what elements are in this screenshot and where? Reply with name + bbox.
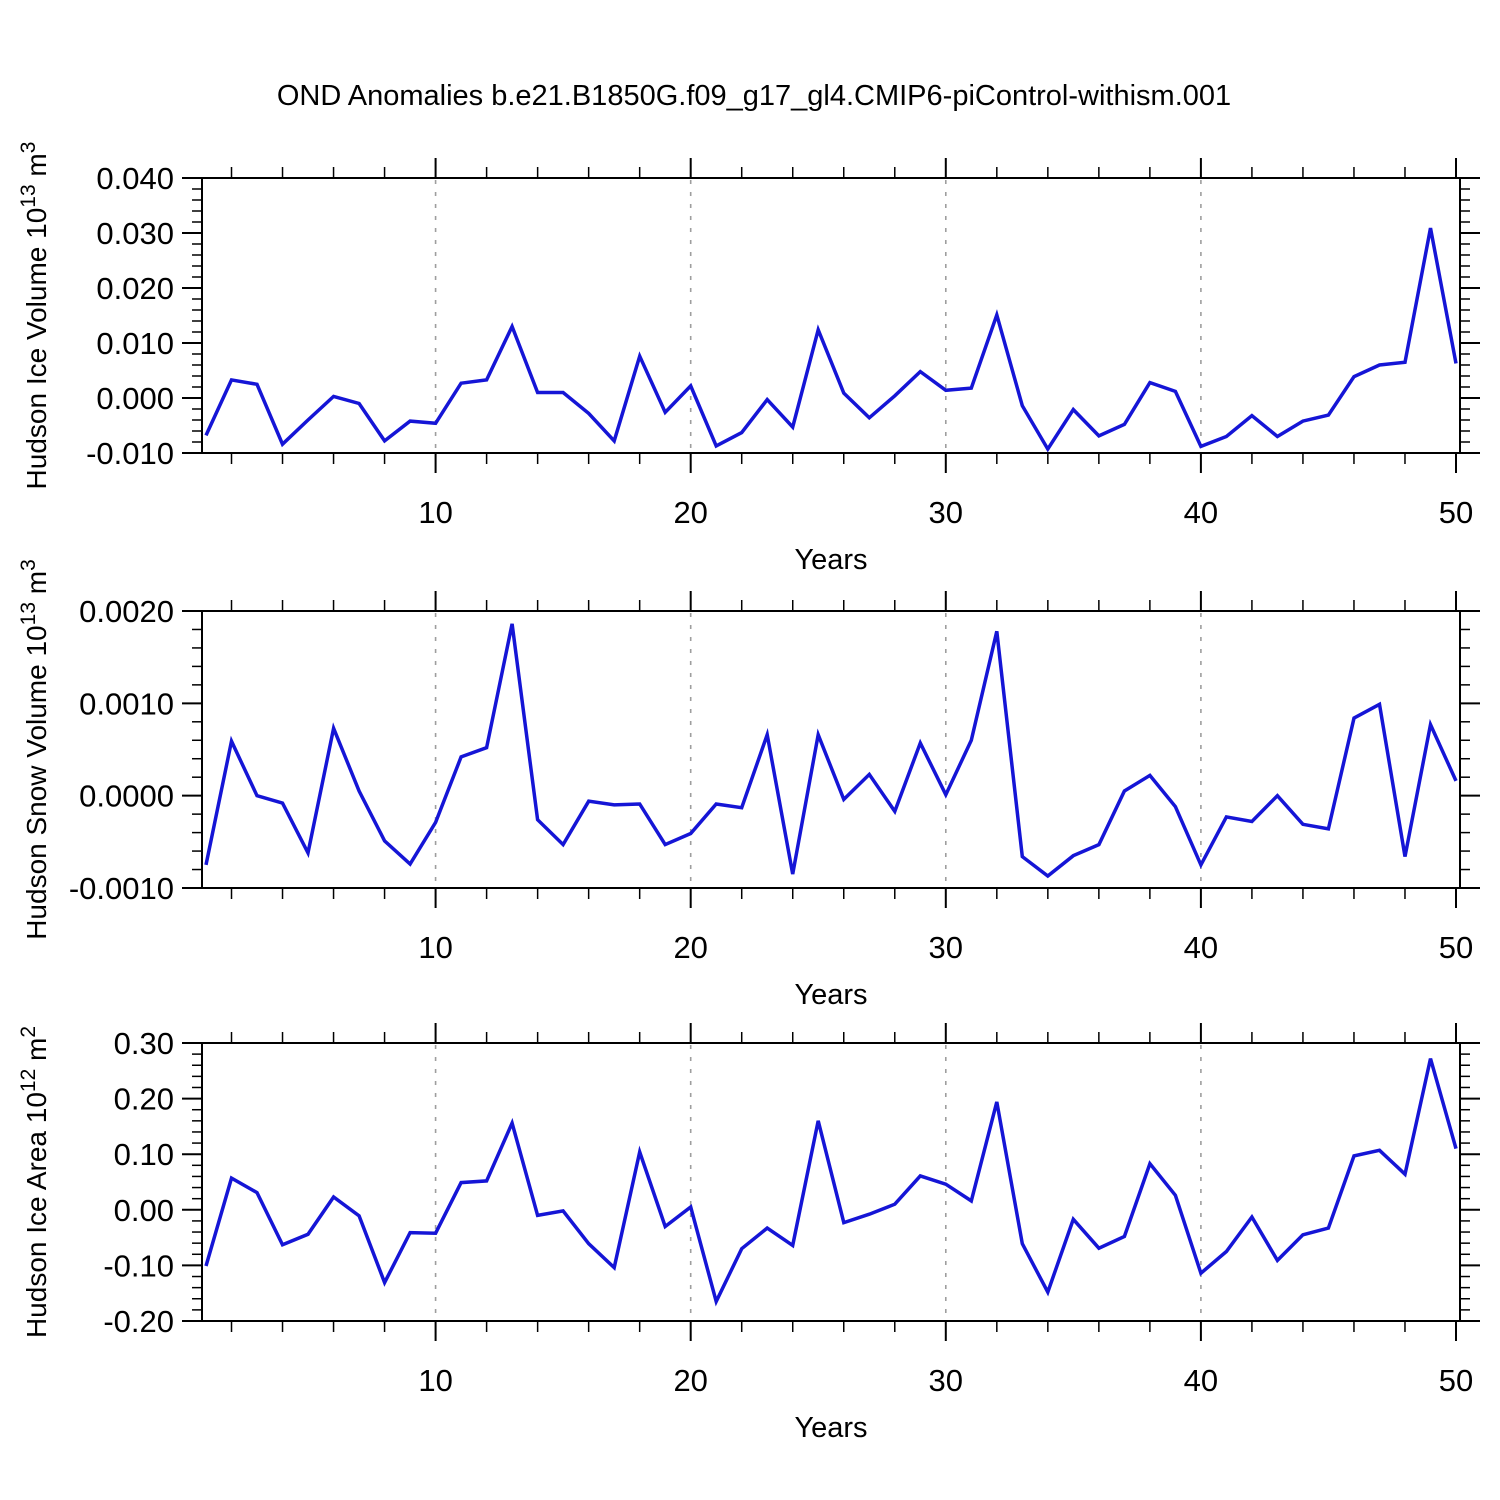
plot-title: OND Anomalies b.e21.B1850G.f09_g17_gl4.C… (276, 80, 1232, 112)
x-tick-label: 30 (929, 1363, 963, 1398)
panel-hudson-ice-volume: 0.040 0.030 0.020 0.010 0.000 -0.010 10 20 30 40 5… (17, 142, 1480, 576)
x-tick-label: 50 (1439, 930, 1473, 965)
x-tick-label: 30 (929, 495, 963, 530)
y-tick-label: 0.020 (96, 271, 174, 306)
series-line-hudson-ice-area (204, 1058, 1458, 1307)
y-tick-label: 0.0010 (79, 686, 174, 721)
x-tick-label: 20 (673, 495, 707, 530)
x-tick-label: 30 (929, 930, 963, 965)
x-tick-label: 40 (1184, 930, 1218, 965)
y-axis-title: Hudson Snow Volume 1013 m3 (17, 559, 52, 940)
x-tick-label: 40 (1184, 495, 1218, 530)
x-axis-title: Years (794, 544, 867, 576)
y-tick-label: -0.20 (103, 1304, 174, 1339)
y-tick-label: -0.10 (103, 1248, 174, 1283)
x-axis-title: Years (794, 1412, 867, 1444)
x-axis-title: Years (794, 979, 867, 1011)
y-tick-label: 0.30 (114, 1026, 174, 1061)
plot-frame (201, 1042, 1461, 1322)
series-line-hudson-snow-volume (204, 623, 1458, 879)
y-tick-label: 0.0000 (79, 779, 174, 814)
y-tick-label: 0.10 (114, 1137, 174, 1172)
x-tick-label: 40 (1184, 1363, 1218, 1398)
panel-hudson-ice-area: 0.30 0.20 0.10 0.00 -0.10 -0.20 10 20 30 40 50 Year… (17, 1023, 1480, 1444)
plot-frame (201, 610, 1461, 889)
y-tick-label: -0.0010 (69, 871, 174, 906)
x-tick-label: 20 (673, 930, 707, 965)
y-axis-title: Hudson Ice Volume 1013 m3 (17, 142, 52, 490)
y-tick-label: 0.040 (96, 161, 174, 196)
x-tick-label: 10 (418, 1363, 452, 1398)
x-tick-label: 20 (673, 1363, 707, 1398)
y-tick-label: -0.010 (86, 436, 174, 471)
x-tick-label: 10 (418, 495, 452, 530)
y-tick-label: 0.00 (114, 1193, 174, 1228)
series-line-hudson-ice-volume (204, 227, 1458, 453)
y-axis-title: Hudson Ice Area 1012 m2 (17, 1026, 52, 1338)
plot-frame (201, 177, 1461, 454)
panel-hudson-snow-volume: 0.0020 0.0010 0.0000 -0.0010 10 20 30 40 50 Years… (17, 559, 1480, 1011)
x-tick-label: 50 (1439, 1363, 1473, 1398)
y-tick-label: 0.010 (96, 326, 174, 361)
x-tick-label: 10 (418, 930, 452, 965)
y-tick-label: 0.0020 (79, 594, 174, 629)
y-tick-label: 0.030 (96, 216, 174, 251)
y-tick-label: 0.000 (96, 381, 174, 416)
x-tick-label: 50 (1439, 495, 1473, 530)
y-tick-label: 0.20 (114, 1082, 174, 1117)
